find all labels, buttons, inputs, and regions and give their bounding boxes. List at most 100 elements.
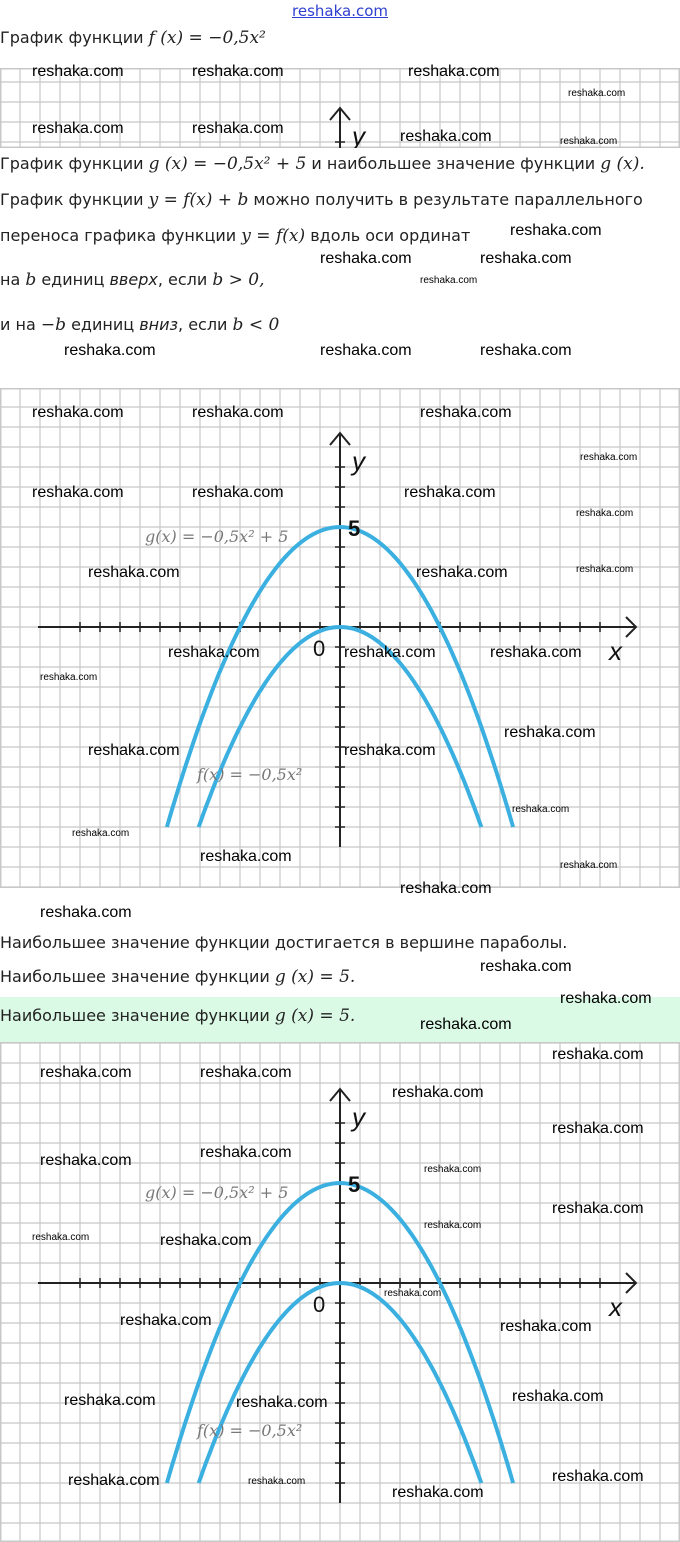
- watermark: reshaka.com: [32, 1232, 90, 1243]
- text-line-6-c: единиц: [65, 315, 140, 334]
- watermark: reshaka.com: [404, 484, 496, 501]
- watermark: reshaka.com: [400, 880, 492, 897]
- text-line-5-c: единиц: [36, 270, 110, 289]
- y-axis-arrow-icon: [329, 106, 351, 121]
- text-line-1-math: f (x) = −0,5x²: [148, 28, 266, 48]
- f-curve-label: f(x) = −0,5x²: [196, 1421, 302, 1440]
- text-line-4: переноса графика функции y = f(x) вдоль …: [0, 226, 470, 246]
- text-line-1: График функции f (x) = −0,5x²: [0, 28, 266, 48]
- watermark: reshaka.com: [40, 904, 132, 921]
- watermark: reshaka.com: [512, 1388, 604, 1405]
- watermark: reshaka.com: [192, 404, 284, 421]
- x-axis-label: x: [607, 636, 623, 666]
- y-axis-arrow-icon: [329, 431, 351, 446]
- text-line-2-math2: g (x).: [600, 154, 645, 174]
- watermark: reshaka.com: [160, 1232, 252, 1249]
- y-axis-label: y: [350, 121, 367, 148]
- watermark: reshaka.com: [64, 342, 156, 359]
- text-line-6-a: и на: [0, 315, 41, 334]
- watermark: reshaka.com: [576, 564, 634, 575]
- text-line-8-math: g (x) = 5.: [274, 967, 356, 987]
- watermark: reshaka.com: [424, 1220, 482, 1231]
- text-line-5-b: b: [25, 270, 37, 290]
- text-line-4-prefix: переноса графика функции: [0, 226, 242, 245]
- text-line-6: и на −b единиц вниз, если b < 0: [0, 315, 279, 335]
- watermark: reshaka.com: [200, 848, 292, 865]
- text-line-1-prefix: График функции: [0, 28, 149, 47]
- watermark: reshaka.com: [420, 1016, 512, 1033]
- watermark: reshaka.com: [392, 1484, 484, 1501]
- watermark: reshaka.com: [552, 1120, 644, 1137]
- g-curve-label: g(x) = −0,5x² + 5: [145, 1183, 288, 1202]
- watermark: reshaka.com: [568, 88, 626, 99]
- watermark: reshaka.com: [552, 1200, 644, 1217]
- watermark: reshaka.com: [490, 644, 582, 661]
- answer-text: Наибольшее значение функции g (x) = 5.: [0, 1006, 355, 1026]
- text-line-5-e: , если: [157, 270, 213, 289]
- watermark: reshaka.com: [420, 275, 478, 286]
- text-line-4-suffix: вдоль оси ординат: [305, 226, 471, 245]
- curve-g: [164, 524, 516, 828]
- answer-prefix: Наибольшее значение функции: [0, 1006, 275, 1025]
- watermark: reshaka.com: [192, 484, 284, 501]
- watermark: reshaka.com: [384, 1288, 442, 1299]
- text-line-8-prefix: Наибольшее значение функции: [0, 967, 275, 986]
- text-line-3-math: y = f(x) + b: [148, 190, 249, 210]
- graph-answer: y x 0 5 g(x) = −0,5x² + 5 f(x) = −0,5x²: [0, 1042, 680, 1542]
- text-line-5-d: вверх: [109, 270, 158, 289]
- watermark: reshaka.com: [88, 564, 180, 581]
- watermark: reshaka.com: [320, 342, 412, 359]
- answer-box: [0, 997, 680, 1042]
- watermark: reshaka.com: [416, 564, 508, 581]
- curve-g: [164, 1180, 516, 1484]
- watermark: reshaka.com: [400, 128, 492, 145]
- x-axis-label: x: [607, 1292, 623, 1322]
- watermark: reshaka.com: [32, 484, 124, 501]
- watermark: reshaka.com: [344, 644, 436, 661]
- watermark: reshaka.com: [32, 404, 124, 421]
- text-line-4-math: y = f(x): [241, 226, 306, 246]
- x-axis-arrow-icon: [625, 616, 638, 638]
- text-line-2-mid: и наибольшее значение функции: [306, 154, 601, 173]
- watermark: reshaka.com: [68, 1472, 160, 1489]
- text-line-6-d: вниз: [139, 315, 179, 334]
- y-axis-label: y: [350, 1102, 367, 1132]
- watermark: reshaka.com: [552, 1046, 644, 1063]
- curve-f: [196, 1280, 484, 1484]
- f-curve-label: f(x) = −0,5x²: [196, 765, 302, 784]
- text-line-3-suffix: можно получить в результате параллельног…: [248, 190, 643, 209]
- watermark: reshaka.com: [120, 1312, 212, 1329]
- watermark: reshaka.com: [344, 742, 436, 759]
- text-line-5: на b единиц вверх, если b > 0,: [0, 270, 265, 290]
- watermark: reshaka.com: [480, 342, 572, 359]
- watermark: reshaka.com: [580, 452, 638, 463]
- watermark: reshaka.com: [420, 404, 512, 421]
- text-line-7: Наибольшее значение функции достигается …: [0, 933, 568, 952]
- text-line-5-f: b > 0,: [212, 270, 265, 290]
- watermark: reshaka.com: [480, 250, 572, 267]
- watermark: reshaka.com: [576, 508, 634, 519]
- watermark: reshaka.com: [480, 958, 572, 975]
- watermark: reshaka.com: [500, 1318, 592, 1335]
- watermark: reshaka.com: [40, 672, 98, 683]
- watermark: reshaka.com: [392, 1084, 484, 1101]
- watermark: reshaka.com: [560, 860, 618, 871]
- text-line-2: График функции g (x) = −0,5x² + 5 и наиб…: [0, 154, 645, 174]
- text-line-3-prefix: График функции: [0, 190, 149, 209]
- text-line-2-prefix: График функции: [0, 154, 149, 173]
- watermark: reshaka.com: [32, 63, 124, 80]
- watermark: reshaka.com: [200, 1144, 292, 1161]
- text-line-6-f: b < 0: [232, 315, 280, 335]
- watermark: reshaka.com: [64, 1392, 156, 1409]
- y-axis-arrow-icon: [329, 1087, 351, 1102]
- text-line-6-e: , если: [178, 315, 233, 334]
- watermark: reshaka.com: [192, 63, 284, 80]
- watermark: reshaka.com: [320, 250, 412, 267]
- watermark: reshaka.com: [168, 644, 260, 661]
- watermark: reshaka.com: [504, 724, 596, 741]
- site-link[interactable]: reshaka.com: [292, 2, 388, 20]
- watermark: reshaka.com: [200, 1064, 292, 1081]
- y-axis-label: y: [350, 446, 367, 476]
- watermark: reshaka.com: [248, 1476, 306, 1487]
